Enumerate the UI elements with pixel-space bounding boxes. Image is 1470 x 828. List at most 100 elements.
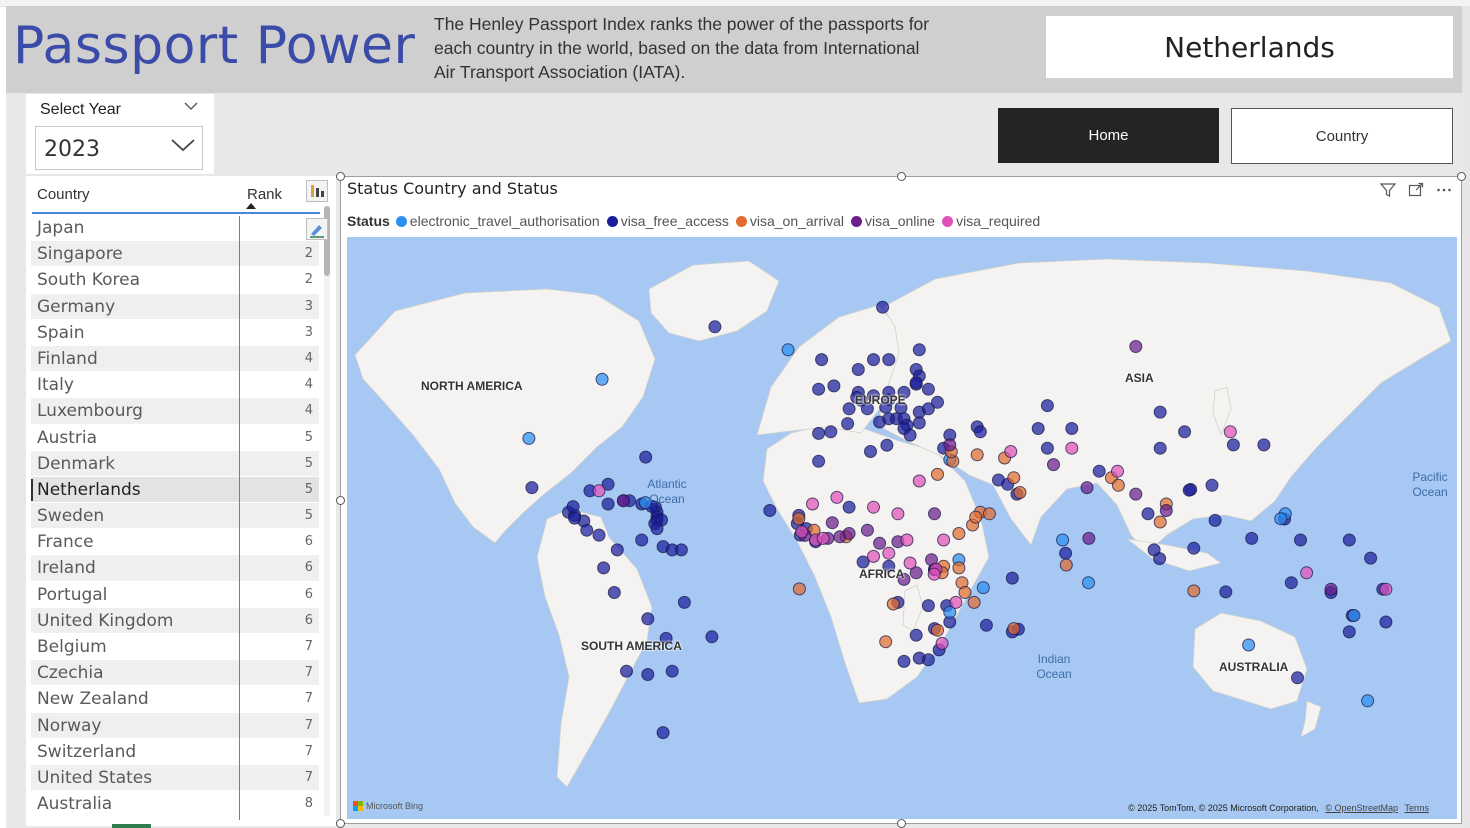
status-point-vfa[interactable] <box>1005 571 1019 585</box>
table-row[interactable]: Portugal 6 <box>31 582 319 608</box>
status-point-voa[interactable] <box>958 586 972 599</box>
status-point-vfa[interactable] <box>610 543 624 557</box>
status-point-vfa[interactable] <box>812 454 826 468</box>
status-point-vr[interactable] <box>795 525 809 539</box>
status-point-eta[interactable] <box>1274 512 1288 526</box>
table-row[interactable]: New Zealand 7 <box>31 686 319 713</box>
status-point-vfa[interactable] <box>1059 546 1073 560</box>
status-point-vfa[interactable] <box>1342 625 1356 639</box>
status-point-voa[interactable] <box>792 582 806 596</box>
status-point-vfa[interactable] <box>1092 464 1106 478</box>
status-point-vo[interactable] <box>928 507 941 521</box>
status-point-vo[interactable] <box>1159 504 1173 517</box>
status-point-vfa[interactable] <box>903 428 917 442</box>
status-point-vfa[interactable] <box>824 425 838 439</box>
column-header-rank[interactable]: Rank <box>247 186 283 203</box>
status-point-vo[interactable] <box>1047 458 1060 472</box>
resize-handle[interactable] <box>336 819 345 828</box>
status-point-vo[interactable] <box>860 523 874 537</box>
status-point-vfa[interactable] <box>1187 541 1201 555</box>
status-point-vfa[interactable] <box>912 416 926 430</box>
status-point-vfa[interactable] <box>641 612 655 626</box>
status-point-vfa[interactable] <box>1226 438 1240 452</box>
table-row[interactable]: Finland 4 <box>31 345 319 373</box>
status-point-voa[interactable] <box>886 597 900 611</box>
table-row[interactable]: Luxembourg 4 <box>31 398 319 425</box>
status-point-vfa[interactable] <box>656 726 670 740</box>
page-tab-indicator[interactable] <box>112 824 151 828</box>
status-point-vo[interactable] <box>1129 487 1143 501</box>
status-point-vfa[interactable] <box>909 376 923 390</box>
legend-item-vfa[interactable]: visa_free_access <box>606 213 729 229</box>
status-point-vr[interactable] <box>935 636 949 650</box>
status-point-eta[interactable] <box>1347 609 1361 622</box>
slicer-collapse-chevron-icon[interactable] <box>184 98 198 114</box>
status-point-vfa[interactable] <box>867 353 880 367</box>
status-point-vfa[interactable] <box>882 393 896 407</box>
status-point-vr[interactable] <box>1111 464 1124 478</box>
status-point-vfa[interactable] <box>812 382 826 396</box>
table-row[interactable]: Netherlands 5 <box>31 476 319 504</box>
status-point-vr[interactable] <box>1300 566 1314 580</box>
status-point-voa[interactable] <box>1111 478 1125 492</box>
legend-item-eta[interactable]: electronic_travel_authorisation <box>395 213 600 229</box>
status-point-vo[interactable] <box>616 494 630 508</box>
status-point-vo[interactable] <box>1080 481 1094 495</box>
table-row[interactable]: Japan1 <box>31 215 319 242</box>
status-point-vfa[interactable] <box>566 500 580 514</box>
status-point-vfa[interactable] <box>705 630 719 644</box>
status-point-eta[interactable] <box>595 372 609 386</box>
status-point-vfa[interactable] <box>1364 551 1378 565</box>
status-point-eta[interactable] <box>1242 638 1256 652</box>
status-point-vfa[interactable] <box>856 555 870 569</box>
status-point-eta[interactable] <box>781 343 795 357</box>
filter-icon[interactable] <box>1379 181 1397 199</box>
status-point-vfa[interactable] <box>1291 671 1304 685</box>
table-row[interactable]: Spain 3 <box>31 320 319 346</box>
status-point-eta[interactable] <box>638 496 652 510</box>
status-point-voa[interactable] <box>1013 486 1027 499</box>
status-point-vfa[interactable] <box>931 395 944 409</box>
status-point-voa[interactable] <box>1059 558 1073 572</box>
status-point-vr[interactable] <box>903 556 917 570</box>
status-point-voa[interactable] <box>1007 471 1021 485</box>
focus-mode-icon[interactable] <box>1407 181 1425 199</box>
status-point-vfa[interactable] <box>867 389 880 403</box>
status-point-vfa[interactable] <box>1342 533 1356 547</box>
resize-handle[interactable] <box>897 819 906 828</box>
table-row[interactable]: Ireland 6 <box>31 555 319 582</box>
status-point-eta[interactable] <box>1082 576 1095 590</box>
status-point-vr[interactable] <box>900 533 914 547</box>
home-nav-button[interactable]: Home <box>998 108 1219 163</box>
status-point-vr[interactable] <box>891 507 905 521</box>
status-point-vfa[interactable] <box>851 363 865 376</box>
status-point-vfa[interactable] <box>1040 399 1054 413</box>
status-point-vfa[interactable] <box>601 477 615 491</box>
status-point-vfa[interactable] <box>708 320 722 334</box>
resize-handle[interactable] <box>336 172 345 181</box>
status-point-voa[interactable] <box>1007 622 1021 636</box>
status-point-vfa[interactable] <box>597 561 611 575</box>
status-point-vfa[interactable] <box>864 445 877 458</box>
status-point-vfa[interactable] <box>921 599 935 613</box>
status-point-vr[interactable] <box>1004 445 1018 458</box>
status-point-vr[interactable] <box>806 497 819 511</box>
table-row[interactable]: Singapore 2 <box>31 241 319 268</box>
table-row[interactable]: Germany 3 <box>31 293 319 320</box>
status-point-vfa[interactable] <box>607 586 621 599</box>
status-point-voa[interactable] <box>879 635 893 649</box>
status-point-eta[interactable] <box>522 431 536 445</box>
status-point-vfa[interactable] <box>841 417 855 431</box>
status-point-vfa[interactable] <box>1031 422 1045 435</box>
status-point-vfa[interactable] <box>897 385 911 399</box>
table-row[interactable]: Austria 5 <box>31 425 319 451</box>
year-dropdown[interactable]: 2023 <box>35 126 203 170</box>
status-point-vfa[interactable] <box>1208 513 1222 527</box>
status-point-vfa[interactable] <box>1257 438 1271 452</box>
table-row[interactable]: Australia 8 <box>31 791 319 818</box>
status-point-vfa[interactable] <box>860 402 874 416</box>
status-point-vfa[interactable] <box>568 511 582 525</box>
status-point-eta[interactable] <box>943 605 957 619</box>
more-options-icon[interactable] <box>1435 181 1453 199</box>
status-point-vfa[interactable] <box>1219 585 1233 599</box>
